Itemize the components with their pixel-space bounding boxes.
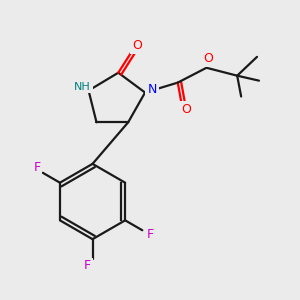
Text: F: F — [84, 260, 91, 272]
Text: O: O — [182, 103, 192, 116]
Text: O: O — [132, 40, 142, 52]
Text: F: F — [147, 228, 154, 241]
Text: O: O — [203, 52, 213, 65]
Text: F: F — [33, 161, 40, 174]
Text: NH: NH — [74, 82, 91, 92]
Text: N: N — [147, 83, 157, 96]
